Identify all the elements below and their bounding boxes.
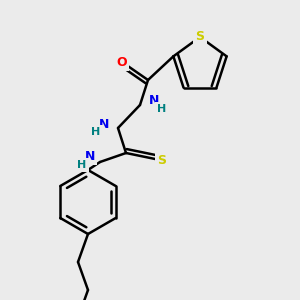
Text: S: S [158,154,166,166]
Text: H: H [77,160,87,170]
Text: N: N [149,94,159,107]
Text: N: N [85,149,95,163]
Text: N: N [99,118,109,130]
Text: O: O [117,56,127,68]
Text: H: H [92,127,100,137]
Text: S: S [196,31,205,44]
Text: H: H [158,104,166,114]
